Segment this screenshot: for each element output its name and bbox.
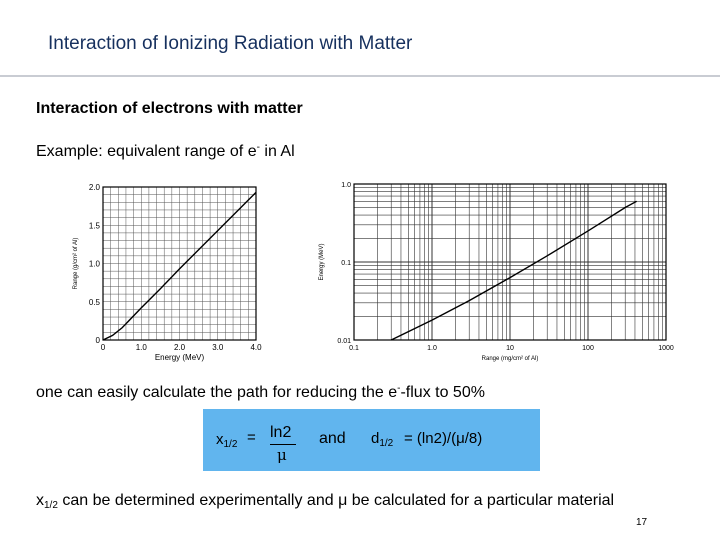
example-text-main: Example: equivalent range of e <box>36 143 257 160</box>
x-tick-label: 0 <box>101 343 106 352</box>
formula-x-symbol: x <box>216 431 224 448</box>
plot-frame <box>102 186 257 341</box>
series-line-range <box>102 191 257 341</box>
x-tick-label: 100 <box>582 345 594 352</box>
y-axis-label: Range (g/cm² of Al) <box>73 238 79 290</box>
y-axis-label: Energy (MeV) <box>319 243 325 280</box>
chart-linear: 0 1.0 2.0 3.0 4.0 0 0.5 1.0 1.5 2.0 Energy (MeV) Ra… <box>68 175 268 365</box>
path-text: one can easily calculate the path for re… <box>36 383 485 402</box>
x-tick-label: 4.0 <box>250 343 262 352</box>
formula-equals: = <box>247 429 256 446</box>
y-tick-label: 1.0 <box>341 182 351 189</box>
bottom-text-tail: can be determined experimentally and μ b… <box>57 492 615 509</box>
series-line-energy <box>390 200 637 341</box>
x-axis-label: Energy (MeV) <box>155 353 205 362</box>
path-text-tail: -flux to 50% <box>400 384 485 401</box>
y-tick-label: 0.5 <box>89 298 101 307</box>
formula-d-subscript: 1/2 <box>379 438 394 449</box>
formula-x-half: x1/2 <box>216 431 237 450</box>
example-text: Example: equivalent range of e- in Al <box>36 142 295 161</box>
x-tick-label: 2.0 <box>174 343 186 352</box>
subheading: Interaction of electrons with matter <box>36 100 303 117</box>
bottom-text-x: x <box>36 492 44 509</box>
formula-x-subscript: 1/2 <box>223 439 238 450</box>
title-divider <box>0 75 720 77</box>
page-number: 17 <box>636 517 648 528</box>
x-tick-label: 10 <box>506 345 514 352</box>
x-tick-label: 1.0 <box>427 345 437 352</box>
example-text-superscript: - <box>256 142 260 153</box>
formula-box: x1/2 = ln2 μ and d1/2 = (ln2)/(μ/8) <box>203 409 540 471</box>
x-tick-label: 1000 <box>658 345 674 352</box>
y-tick-label: 0.1 <box>341 260 351 267</box>
formula-d-half: d1/2 <box>371 430 393 449</box>
formula-denominator: μ <box>277 446 287 464</box>
x-tick-label: 3.0 <box>212 343 224 352</box>
x-axis-label: Range (mg/cm² of Al) <box>482 356 539 362</box>
bottom-text-subscript: 1/2 <box>44 500 58 511</box>
formula-d-rhs: = (ln2)/(μ/8) <box>404 430 483 447</box>
y-tick-label: 0.01 <box>337 338 351 345</box>
example-text-tail: in Al <box>259 143 295 160</box>
y-tick-label: 1.5 <box>89 221 101 230</box>
formula-and: and <box>319 430 346 447</box>
path-text-superscript: - <box>397 383 401 394</box>
x-tick-label: 0.1 <box>349 345 359 352</box>
formula-d-symbol: d <box>371 430 380 447</box>
y-tick-label: 0 <box>96 336 101 345</box>
plot-frame <box>353 183 667 341</box>
slide-title: Interaction of Ionizing Radiation with M… <box>48 33 413 54</box>
chart-log: 0.1 1.0 10 100 1000 0.01 0.1 1.0 Range (mg/cm² o… <box>312 170 688 366</box>
x-tick-label: 1.0 <box>136 343 148 352</box>
y-tick-label: 1.0 <box>89 260 101 269</box>
y-tick-label: 2.0 <box>89 183 101 192</box>
formula-numerator: ln2 <box>270 424 292 441</box>
path-text-main: one can easily calculate the path for re… <box>36 384 398 401</box>
fraction-bar <box>270 444 296 445</box>
bottom-text: x1/2 can be determined experimentally an… <box>36 492 614 511</box>
